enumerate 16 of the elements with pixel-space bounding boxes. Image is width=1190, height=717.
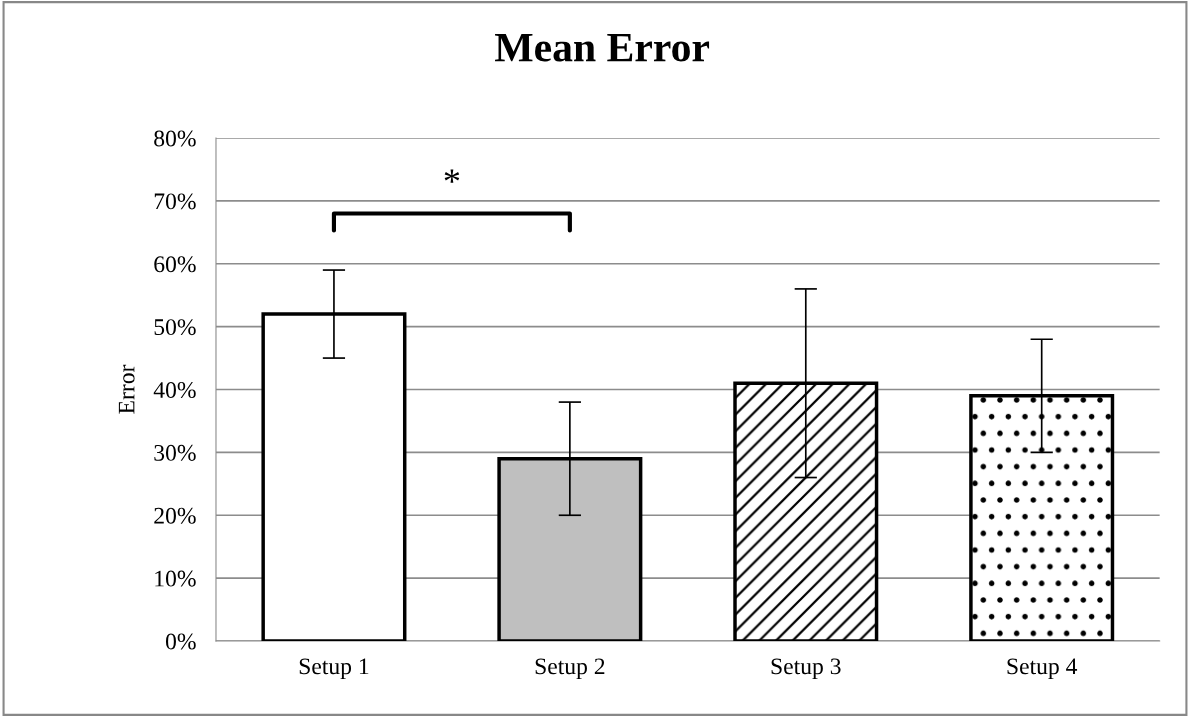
x-tick-label: Setup 3 <box>771 658 841 680</box>
annotation: * <box>444 169 460 183</box>
y-tick-label: 40% <box>153 382 196 399</box>
x-tick-label: Setup 1 <box>299 658 369 680</box>
y-tick-label: 70% <box>154 193 196 210</box>
y-tick-label: 80% <box>154 130 196 147</box>
y-tick-label: 50% <box>154 319 196 336</box>
y-tick-label: 0% <box>165 633 196 650</box>
y-tick-label: 30% <box>154 444 196 461</box>
y-tick-label: 20% <box>154 507 196 524</box>
y-tick-label: 60% <box>154 256 196 273</box>
x-tick-label: Setup 4 <box>1007 658 1078 680</box>
y-tick-label: 10% <box>155 570 196 587</box>
y-axis-title: Error <box>118 364 135 414</box>
chart-title: Mean Error <box>495 33 710 62</box>
x-tick-label: Setup 2 <box>535 658 605 680</box>
